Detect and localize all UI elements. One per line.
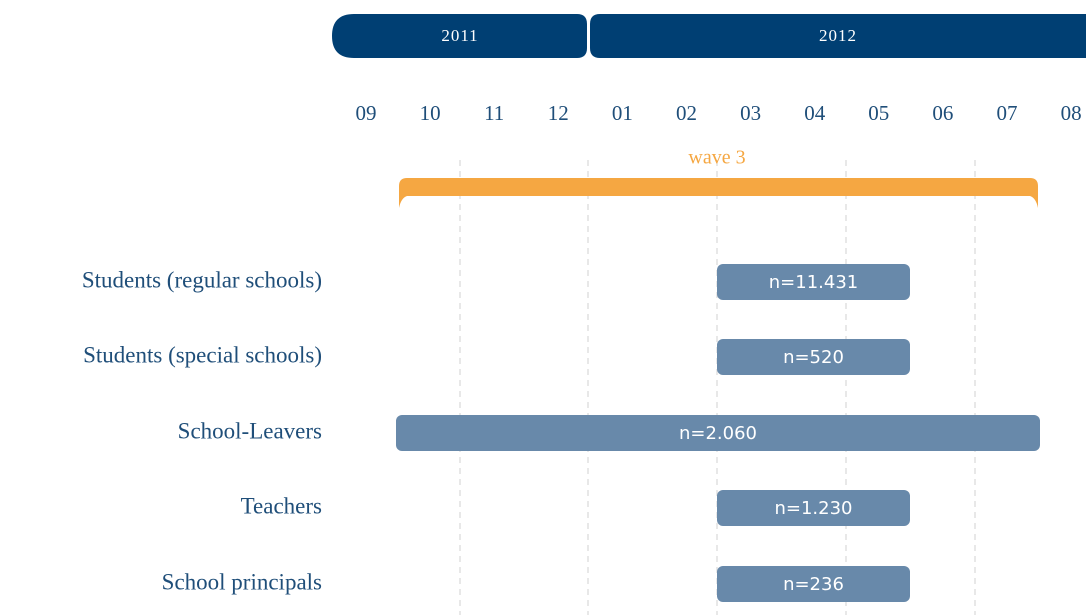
year-bar [590, 14, 1086, 58]
month-label: 07 [997, 101, 1018, 125]
month-label: 10 [420, 101, 441, 125]
row-label: Teachers [241, 493, 322, 518]
month-label: 03 [740, 101, 761, 125]
month-label: 06 [932, 101, 953, 125]
bar-label: n=2.060 [679, 423, 757, 444]
bar-label: n=11.431 [769, 272, 858, 293]
month-label: 04 [804, 101, 826, 125]
row-bar [717, 566, 910, 602]
month-label: 11 [484, 101, 504, 125]
bar-label: n=236 [783, 574, 844, 595]
grid [459, 160, 976, 615]
year-bar [332, 14, 587, 58]
month-label: 05 [868, 101, 889, 125]
row-bar [396, 415, 1040, 451]
month-label: 01 [612, 101, 633, 125]
bar-label: n=520 [783, 347, 844, 368]
bar-label: n=1.230 [774, 498, 852, 519]
year-label: 2012 [819, 26, 857, 45]
month-label: 12 [548, 101, 569, 125]
row-label: Students (special schools) [83, 342, 322, 367]
rows: 09 10 11 12 01 02 03 04 05 06 07 08 Students (regula… [82, 101, 1082, 602]
row-bar [717, 490, 910, 526]
row-label: School principals [162, 569, 322, 594]
year-label: 2011 [441, 26, 478, 45]
row-bar [717, 264, 910, 300]
month-label: 08 [1061, 101, 1082, 125]
wave-bracket [399, 178, 1038, 208]
row-bar [717, 339, 910, 375]
row-label: School-Leavers [178, 418, 322, 443]
wave-label: wave 3 [688, 147, 745, 169]
month-label: 02 [676, 101, 697, 125]
month-label: 09 [356, 101, 377, 125]
row-label: Students (regular schools) [82, 267, 322, 292]
